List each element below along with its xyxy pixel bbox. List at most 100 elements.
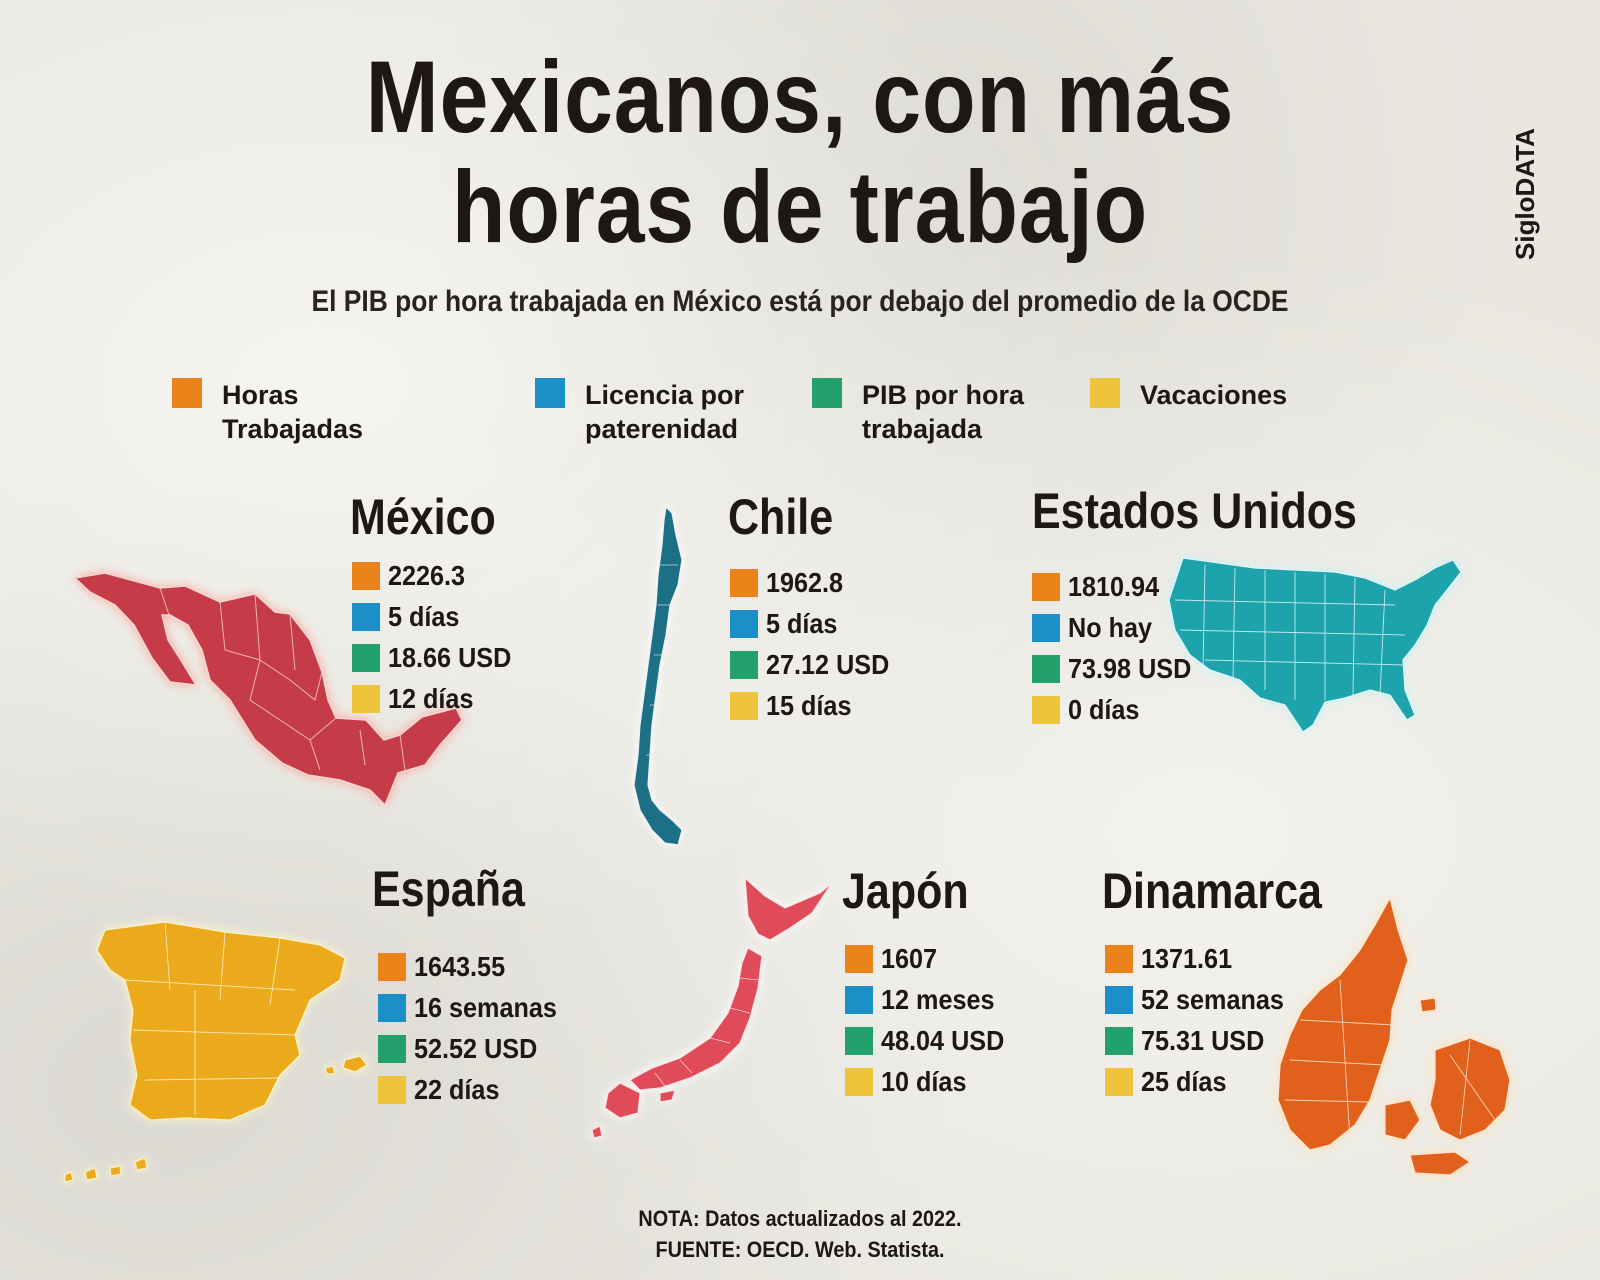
stats-chile: 1962.8 5 días 27.12 USD 15 días <box>730 562 903 726</box>
legend-item-vacaciones: Vacaciones <box>1090 378 1330 412</box>
note-line: NOTA: Datos actualizados al 2022. <box>638 1206 962 1231</box>
value-pib: 52.52 USD <box>414 1032 538 1064</box>
chile-map <box>633 505 683 846</box>
stat-licencia: 5 días <box>730 603 903 644</box>
swatch-horas <box>378 952 406 981</box>
stat-horas: 1962.8 <box>730 562 903 603</box>
value-vacaciones: 10 días <box>881 1065 967 1097</box>
legend-swatch-horas <box>172 378 202 408</box>
value-pib: 75.31 USD <box>1141 1024 1265 1056</box>
swatch-horas <box>352 561 380 590</box>
denmark-map <box>1277 896 1511 1176</box>
value-horas: 1371.61 <box>1141 942 1233 974</box>
swatch-pib <box>1105 1026 1133 1055</box>
stat-pib: 52.52 USD <box>378 1028 573 1069</box>
stat-horas: 1371.61 <box>1105 938 1300 979</box>
chile-shape <box>633 505 683 846</box>
swatch-pib <box>352 643 380 672</box>
stat-licencia: 12 meses <box>845 979 1018 1020</box>
stats-mexico: 2226.3 5 días 18.66 USD 12 días <box>352 555 525 719</box>
stat-pib: 18.66 USD <box>352 637 525 678</box>
country-name-denmark: Dinamarca <box>1102 863 1322 919</box>
value-pib: 18.66 USD <box>388 641 512 673</box>
country-name-japan: Japón <box>842 863 969 919</box>
value-vacaciones: 0 días <box>1068 693 1140 725</box>
legend-swatch-vacaciones <box>1090 378 1120 408</box>
legend-swatch-licencia <box>535 378 565 408</box>
value-vacaciones: 25 días <box>1141 1065 1227 1097</box>
swatch-pib <box>730 650 758 679</box>
mexico-map <box>73 572 463 807</box>
stat-licencia: 16 semanas <box>378 987 573 1028</box>
stat-vacaciones: 12 días <box>352 678 525 719</box>
footnote: NOTA: Datos actualizados al 2022. FUENTE… <box>80 1203 1520 1265</box>
stat-vacaciones: 25 días <box>1105 1061 1300 1102</box>
stats-japan: 1607 12 meses 48.04 USD 10 días <box>845 938 1018 1102</box>
value-vacaciones: 22 días <box>414 1073 500 1105</box>
swatch-horas <box>1105 944 1133 973</box>
value-horas: 1643.55 <box>414 950 506 982</box>
legend-item-licencia: Licencia por paterenidad <box>535 378 775 446</box>
value-vacaciones: 12 días <box>388 682 474 714</box>
legend-item-pib: PIB por hora trabajada <box>812 378 1052 446</box>
swatch-horas <box>845 944 873 973</box>
stat-licencia: No hay <box>1032 607 1205 648</box>
value-licencia: 12 meses <box>881 983 995 1015</box>
legend-label-vacaciones: Vacaciones <box>1140 380 1288 410</box>
stat-vacaciones: 0 días <box>1032 689 1205 730</box>
swatch-vacaciones <box>1105 1067 1133 1096</box>
stats-denmark: 1371.61 52 semanas 75.31 USD 25 días <box>1105 938 1300 1102</box>
value-licencia: 16 semanas <box>414 991 557 1023</box>
japan-shape <box>591 876 833 1139</box>
stat-horas: 1643.55 <box>378 946 573 987</box>
stats-spain: 1643.55 16 semanas 52.52 USD 22 días <box>378 946 573 1110</box>
country-name-mexico: México <box>350 489 496 545</box>
value-horas: 1810.94 <box>1068 570 1160 602</box>
swatch-licencia <box>730 609 758 638</box>
swatch-pib <box>845 1026 873 1055</box>
value-licencia: 5 días <box>388 600 460 632</box>
mexico-shape <box>73 572 463 807</box>
country-name-chile: Chile <box>728 489 834 545</box>
value-licencia: 52 semanas <box>1141 983 1284 1015</box>
stat-horas: 2226.3 <box>352 555 525 596</box>
title-line-1: Mexicanos, con más <box>365 40 1235 154</box>
swatch-vacaciones <box>845 1067 873 1096</box>
usa-shape <box>1168 557 1462 733</box>
country-name-spain: España <box>372 861 525 917</box>
value-horas: 1962.8 <box>766 566 844 598</box>
stat-horas: 1607 <box>845 938 1018 979</box>
value-licencia: No hay <box>1068 611 1153 643</box>
swatch-horas <box>730 568 758 597</box>
subtitle: El PIB por hora trabajada en México está… <box>311 285 1289 318</box>
japan-map <box>591 876 833 1139</box>
value-pib: 73.98 USD <box>1068 652 1192 684</box>
stat-horas: 1810.94 <box>1032 566 1205 607</box>
legend-item-horas: Horas Trabajadas <box>172 378 412 446</box>
swatch-pib <box>1032 654 1060 683</box>
swatch-pib <box>378 1034 406 1063</box>
swatch-licencia <box>1105 985 1133 1014</box>
country-name-usa: Estados Unidos <box>1032 483 1357 539</box>
value-pib: 27.12 USD <box>766 648 890 680</box>
value-horas: 1607 <box>881 942 938 974</box>
swatch-horas <box>1032 572 1060 601</box>
title-line-2: horas de trabajo <box>451 150 1149 264</box>
stat-vacaciones: 10 días <box>845 1061 1018 1102</box>
spain-map <box>64 921 368 1183</box>
swatch-vacaciones <box>730 691 758 720</box>
swatch-vacaciones <box>1032 695 1060 724</box>
stat-pib: 48.04 USD <box>845 1020 1018 1061</box>
swatch-vacaciones <box>352 684 380 713</box>
legend-label-horas: Horas Trabajadas <box>222 380 364 444</box>
stat-pib: 75.31 USD <box>1105 1020 1300 1061</box>
stat-licencia: 5 días <box>352 596 525 637</box>
stat-licencia: 52 semanas <box>1105 979 1300 1020</box>
source-line: FUENTE: OECD. Web. Statista. <box>655 1237 945 1262</box>
swatch-vacaciones <box>378 1075 406 1104</box>
stat-vacaciones: 15 días <box>730 685 903 726</box>
stat-vacaciones: 22 días <box>378 1069 573 1110</box>
swatch-licencia <box>1032 613 1060 642</box>
legend-label-pib: PIB por hora trabajada <box>862 380 1025 444</box>
page-title: Mexicanos, con más horas de trabajo <box>112 42 1488 262</box>
